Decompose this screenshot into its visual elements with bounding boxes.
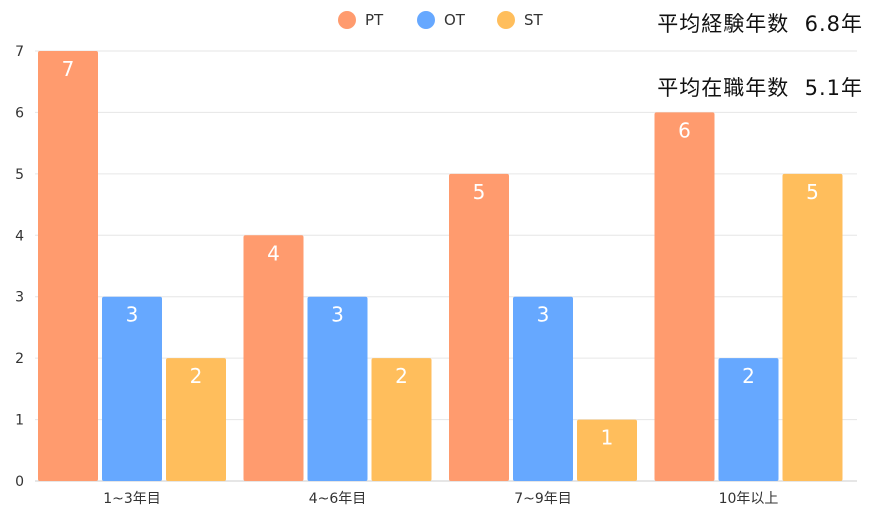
stat-average-experience: 平均経験年数 6.8年 <box>657 8 863 38</box>
x-tick-label: 10年以上 <box>719 491 779 507</box>
y-tick-label: 2 <box>15 351 24 367</box>
data-label: 2 <box>742 364 755 388</box>
y-tick-label: 1 <box>15 413 24 429</box>
bar-pt-2[interactable] <box>243 235 304 481</box>
data-label: 2 <box>395 364 408 388</box>
legend-item-ot[interactable]: OT <box>417 11 466 29</box>
bar-ot-3[interactable] <box>513 296 573 481</box>
bar-st-4[interactable] <box>782 173 843 481</box>
y-tick-label: 5 <box>15 167 24 183</box>
x-tick-label: 4~6年目 <box>309 491 367 507</box>
data-label: 5 <box>806 180 819 204</box>
bar-ot-4[interactable] <box>718 358 779 481</box>
data-label: 4 <box>267 241 280 265</box>
data-label: 3 <box>331 303 344 327</box>
data-label: 2 <box>190 364 203 388</box>
data-label: 3 <box>537 303 550 327</box>
data-label: 7 <box>62 57 75 81</box>
bar-pt-4[interactable] <box>654 112 715 481</box>
y-tick-label: 6 <box>15 105 24 121</box>
y-axis-ticks: 0 1 2 3 4 5 6 7 <box>15 44 24 490</box>
bar-st-2[interactable] <box>371 358 432 481</box>
stat-value: 6.8年 <box>804 12 863 36</box>
bar-ot-2[interactable] <box>307 296 368 481</box>
data-label: 3 <box>126 303 139 327</box>
bar-pt-1[interactable] <box>38 51 98 481</box>
legend-swatch <box>417 11 435 29</box>
bars: 7 3 2 4 3 2 5 3 1 6 2 5 <box>38 51 843 481</box>
legend-label: ST <box>524 11 544 29</box>
y-tick-label: 4 <box>15 228 24 244</box>
stat-value: 5.1年 <box>804 76 863 100</box>
bar-pt-3[interactable] <box>449 173 509 481</box>
stat-label: 平均経験年数 <box>657 12 790 36</box>
stat-label: 平均在職年数 <box>657 76 790 100</box>
stat-average-tenure: 平均在職年数 5.1年 <box>657 72 863 102</box>
data-label: 5 <box>473 180 486 204</box>
bar-st-3[interactable] <box>577 419 637 481</box>
data-label: 1 <box>601 426 614 450</box>
x-tick-label: 1~3年目 <box>103 491 161 507</box>
legend-label: PT <box>365 11 384 29</box>
x-tick-label: 7~9年目 <box>514 491 572 507</box>
legend-label: OT <box>444 11 466 29</box>
bar-ot-1[interactable] <box>102 296 162 481</box>
legend-swatch <box>338 11 356 29</box>
x-axis-ticks: 1~3年目 4~6年目 7~9年目 10年以上 <box>103 491 778 507</box>
legend[interactable]: PT OT ST <box>338 11 544 29</box>
legend-item-st[interactable]: ST <box>497 11 544 29</box>
bar-st-1[interactable] <box>166 358 226 481</box>
y-tick-label: 0 <box>15 474 24 490</box>
data-label: 6 <box>678 118 691 142</box>
y-tick-label: 3 <box>15 290 24 306</box>
legend-item-pt[interactable]: PT <box>338 11 384 29</box>
legend-swatch <box>497 11 515 29</box>
y-tick-label: 7 <box>15 44 24 60</box>
